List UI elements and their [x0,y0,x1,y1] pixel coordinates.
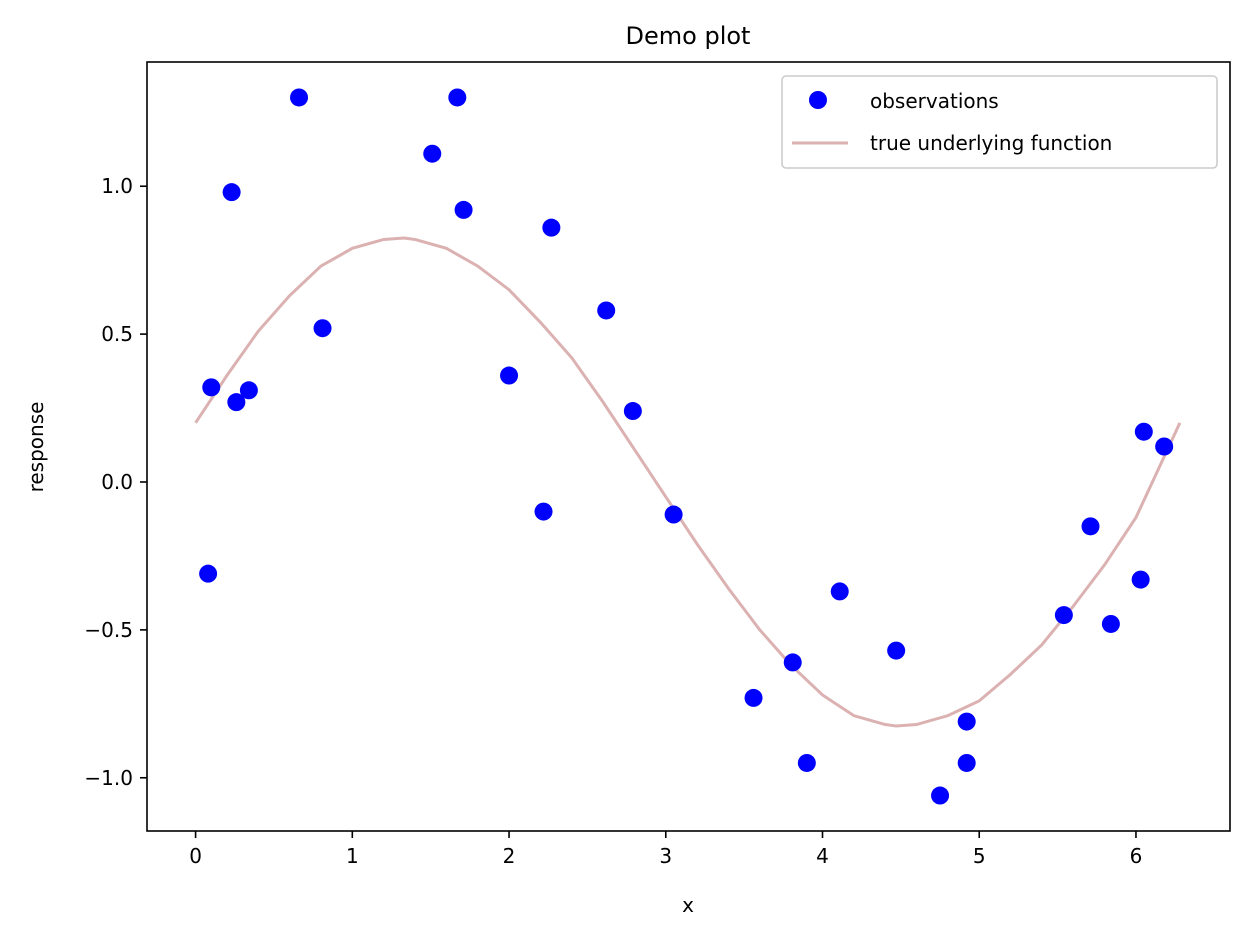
legend-marker-observations [809,91,827,109]
legend-label-observations: observations [870,89,999,113]
y-tick-label: 1.0 [101,174,133,198]
line-layer [194,236,1182,728]
x-tick-label: 0 [189,844,202,868]
x-tick-label: 5 [973,844,986,868]
y-axis-ticks: −1.0 −0.5 0.0 0.5 1.0 [84,174,147,790]
legend-box [781,75,1218,169]
data-point [783,653,802,672]
data-point [239,381,258,400]
data-point [957,712,976,731]
x-axis-ticks: 0 1 2 3 4 5 6 [189,831,1142,868]
data-point [597,301,616,320]
legend: observations true underlying function [781,75,1218,169]
x-tick-label: 3 [659,844,672,868]
data-point [623,402,642,421]
data-point [1131,570,1150,589]
data-point [830,582,849,601]
x-tick-label: 6 [1130,844,1143,868]
data-point [542,218,561,237]
series-line-true-underlying-function [194,236,1182,728]
x-tick-label: 4 [816,844,829,868]
axes-frame [146,61,1231,832]
x-tick-label: 2 [503,844,516,868]
data-point [202,378,221,397]
data-point [1054,606,1073,625]
y-tick-label: 0.5 [101,322,133,346]
y-tick-label: −0.5 [84,618,133,642]
data-point [957,753,976,772]
data-point [797,753,816,772]
data-point [227,393,246,412]
data-point [454,200,473,219]
data-point [534,502,553,521]
y-tick-label: 0.0 [101,470,133,494]
data-point [1081,517,1100,536]
data-point [744,688,763,707]
data-point [931,786,950,805]
data-point [1155,437,1174,456]
data-point [887,641,906,660]
x-tick-label: 1 [346,844,359,868]
data-point [423,144,442,163]
data-point [199,564,218,583]
points-layer [199,88,1174,805]
data-point [290,88,309,107]
data-point [500,366,519,385]
y-axis-label: response [24,402,48,493]
data-point [222,183,241,202]
chart-title: Demo plot [626,22,751,50]
y-tick-label: −1.0 [84,766,133,790]
plot-area [147,62,1230,831]
data-point [1134,422,1153,441]
legend-label-true-underlying-function: true underlying function [870,131,1112,155]
axes-background [147,62,1230,831]
data-point [664,505,683,524]
x-axis-label: x [682,893,694,917]
data-point [448,88,467,107]
data-point [1101,614,1120,633]
data-point [313,319,332,338]
